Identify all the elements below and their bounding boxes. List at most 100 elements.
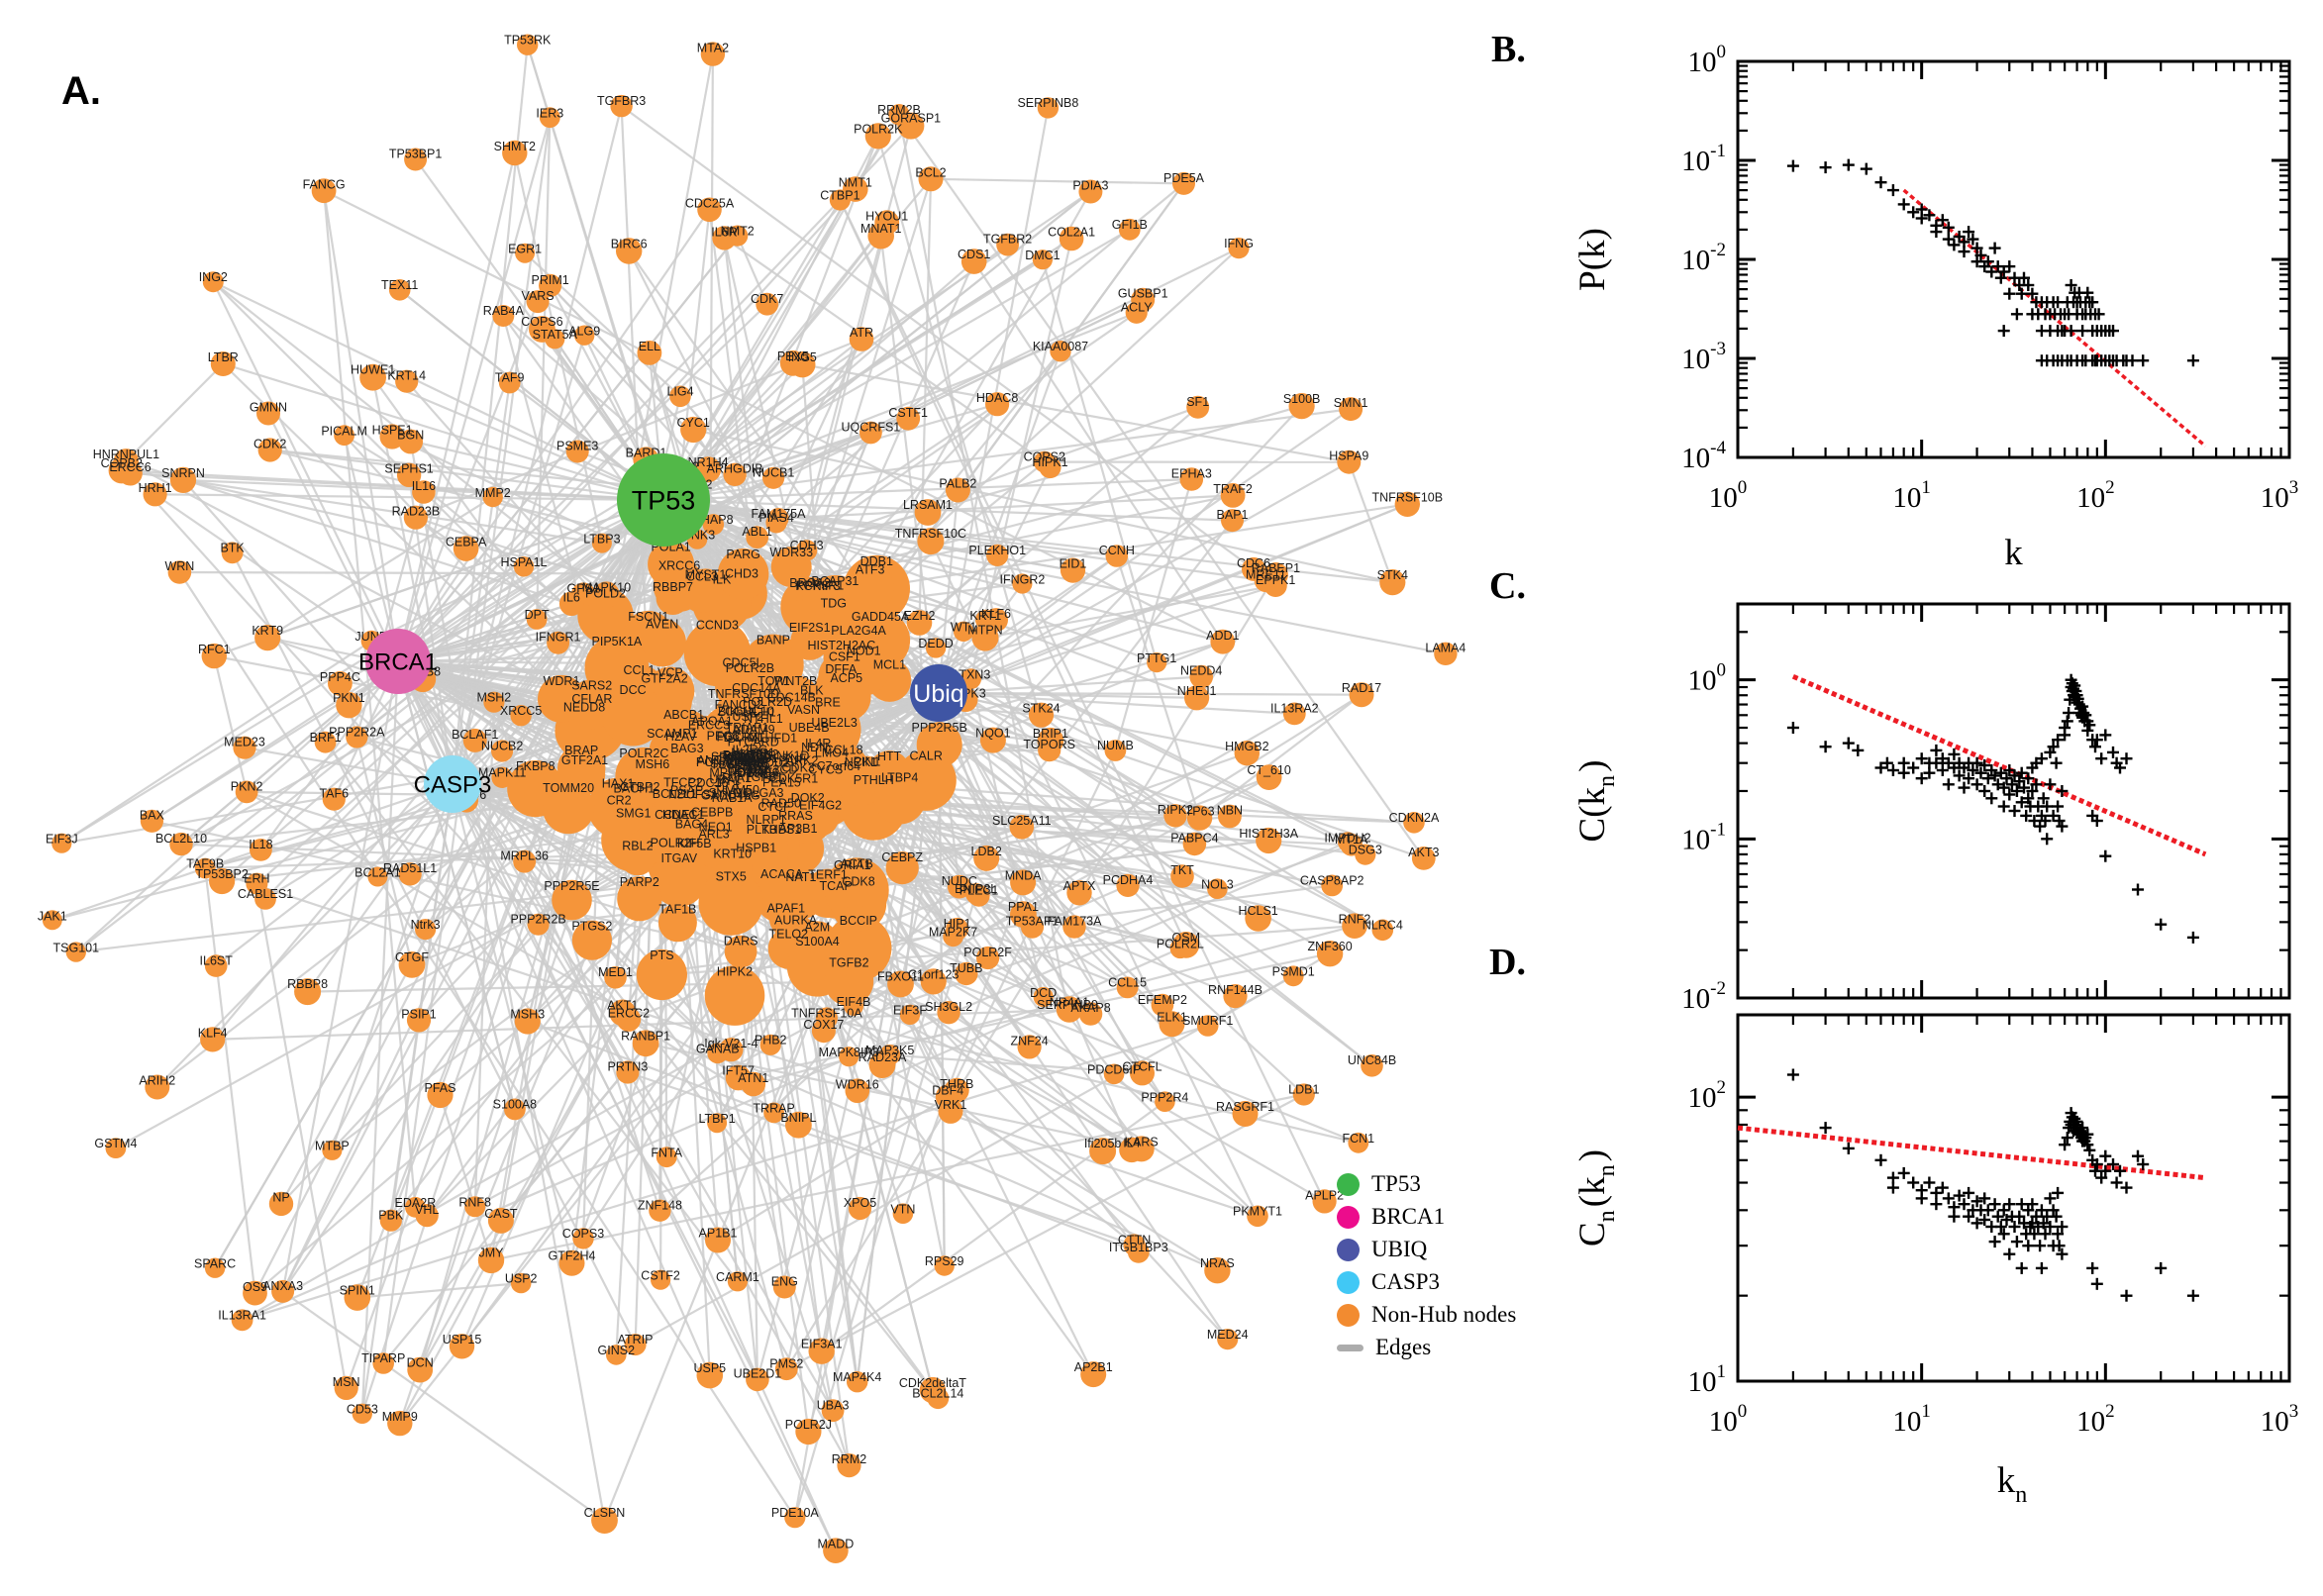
network-node-label: HRH1	[139, 481, 172, 495]
network-edge	[405, 380, 752, 771]
network-node-label: BCL2A1	[354, 866, 401, 880]
network-node-label: ARIH2	[139, 1073, 175, 1087]
network-node-label: HYOU1	[865, 209, 908, 223]
network-node-label: SMN1	[1334, 396, 1368, 410]
network-node-label: HSPA9	[1329, 449, 1368, 463]
network-edge	[628, 250, 812, 608]
hub-node-casp3	[424, 755, 481, 813]
network-node	[1116, 976, 1139, 999]
network-node-label: PYCARD	[728, 736, 779, 749]
network-node-label: CDKN2A	[1389, 811, 1440, 825]
network-node-label: CDK2deltaT	[899, 1376, 966, 1390]
network-node	[344, 1284, 371, 1311]
network-edge	[452, 783, 940, 1399]
network-node	[322, 787, 346, 811]
network-node-label: STX5	[716, 869, 747, 883]
network-node-label: CDC14B	[767, 690, 816, 704]
network-edge	[121, 469, 664, 502]
network-node	[231, 1309, 253, 1332]
network-node	[649, 1199, 671, 1222]
network-node-label: CSTF2	[641, 1269, 680, 1283]
network-node-label: KIAA0087	[1033, 340, 1088, 353]
network-node-label: TGFBR2	[983, 233, 1032, 247]
network-node	[1056, 996, 1083, 1023]
network-node-label: TAF6	[319, 787, 349, 801]
network-node-label: CAST	[484, 1207, 518, 1221]
tick-label: 102	[2076, 477, 2115, 514]
tick-label: 101	[1688, 1361, 1727, 1398]
network-node-label: SYVN1	[709, 786, 750, 800]
network-node	[616, 1060, 640, 1084]
network-node-label: MYST1	[685, 567, 727, 581]
network-edge	[1348, 461, 1394, 583]
network-node-label: NCK1	[845, 755, 877, 769]
network-node	[491, 740, 514, 762]
network-node-label: CCNH	[1099, 544, 1135, 557]
network-node-label: EDA2R	[395, 1196, 437, 1210]
network-node	[513, 849, 537, 873]
network-node	[697, 197, 722, 223]
network-node-label: POLR2H	[651, 836, 700, 849]
network-node	[836, 756, 886, 806]
network-node-label: BCLAF1	[452, 728, 498, 742]
network-node-label: PIK3CD	[753, 763, 797, 777]
network-node-label: DCC	[620, 683, 647, 697]
network-node-label: MYH10	[730, 764, 771, 778]
network-node	[398, 429, 424, 454]
network-edge	[452, 783, 641, 900]
network-node-label: ATN1	[738, 1071, 768, 1085]
network-node-label: MRPL36	[500, 849, 549, 863]
network-node	[1147, 652, 1167, 673]
network-node	[65, 942, 87, 962]
network-node-label: MAPK10	[582, 580, 631, 594]
network-node-label: CDK3	[782, 760, 815, 774]
network-node-label: RBBP8	[287, 977, 328, 991]
network-node-label: CDK8	[842, 875, 874, 889]
legend-item-label: UBIQ	[1371, 1237, 1428, 1261]
network-node-label: POLR2L	[1157, 938, 1204, 951]
network-node-label: ING2	[199, 270, 228, 284]
network-node	[403, 505, 428, 530]
network-node-label: ACLY	[1121, 301, 1153, 315]
network-node-label: SERPINB8	[1017, 96, 1078, 110]
network-node-label: MED24	[1207, 1328, 1249, 1342]
network-node-label: CDS1	[958, 248, 990, 261]
network-node-label: TRAF1	[741, 766, 780, 780]
network-node-label: NTHL1	[744, 712, 783, 726]
legend-item-tp53: TP53	[1337, 1171, 1516, 1196]
network-node	[1104, 740, 1127, 761]
network-node-label: NEO1	[699, 821, 733, 835]
legend: TP53 BRCA1 UBIQ CASP3 Non-Hub nodes Edges	[1337, 1171, 1516, 1368]
network-node	[1172, 932, 1200, 958]
network-edge	[411, 499, 664, 965]
panel-a-label: A.	[61, 69, 101, 113]
network-node	[1028, 702, 1055, 728]
network-node-label: VHL	[415, 1203, 439, 1217]
network-node	[593, 581, 620, 609]
network-node-label: NHEJ1	[1177, 684, 1217, 698]
network-node-label: APAF1	[766, 902, 805, 916]
network-edge	[269, 449, 664, 502]
network-node-label: HAX1	[602, 777, 635, 791]
network-node-label: TRRAP	[753, 1102, 794, 1116]
edge-swatch-icon	[1337, 1344, 1364, 1351]
network-node-label: FAM173A	[1048, 914, 1103, 928]
network-node-label: A2M	[804, 920, 830, 934]
network-node-label: CABLES1	[238, 887, 293, 901]
network-node-label: MNDA	[1005, 868, 1042, 882]
legend-item-label: Edges	[1375, 1335, 1432, 1359]
network-node-label: HNRNPUL1	[93, 448, 159, 461]
network-node-label: IL4	[1123, 1137, 1140, 1150]
network-node	[1379, 569, 1406, 596]
network-node	[914, 499, 942, 526]
plot-frame	[1736, 59, 2291, 459]
hub-node-label-tp53: TP53	[632, 485, 696, 515]
network-node-label: VTN	[890, 1202, 915, 1216]
network-node	[1204, 1257, 1231, 1284]
network-node-label: BIRC6	[611, 237, 648, 250]
network-node-label: LTBR	[208, 350, 239, 364]
network-node-label: VARS	[522, 289, 555, 303]
network-edge	[222, 362, 664, 502]
network-node-label: RBBP7	[653, 580, 693, 594]
network-node	[483, 691, 505, 713]
